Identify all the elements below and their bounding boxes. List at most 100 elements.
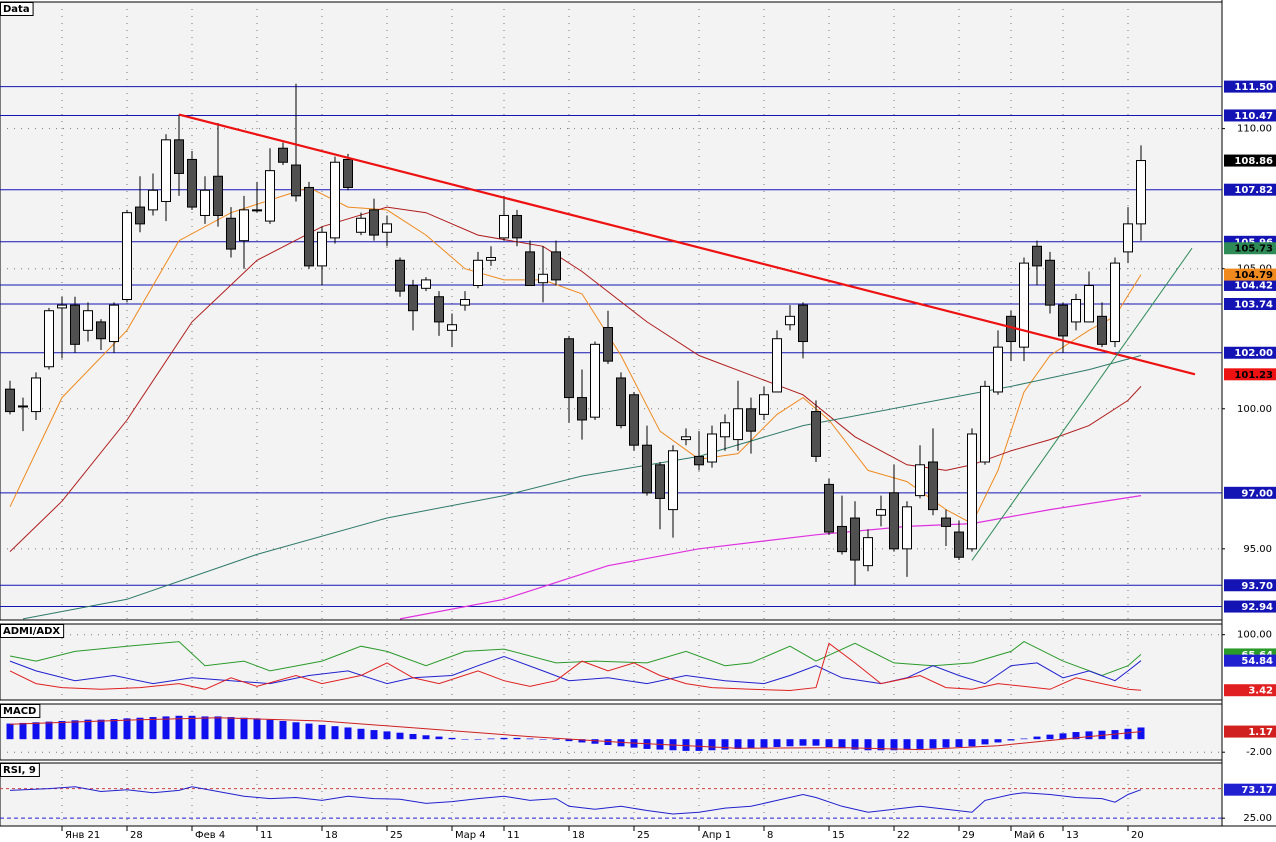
value-label: 104.42 [1234, 280, 1273, 291]
bar [71, 720, 79, 740]
bar [877, 739, 885, 751]
bar [942, 739, 950, 748]
x-tick-label: 20 [1131, 830, 1144, 841]
candle-body [837, 525, 847, 553]
bar [84, 719, 92, 740]
candle-body [1136, 160, 1146, 225]
candle-body [928, 461, 938, 511]
candle-body [57, 304, 67, 309]
candle-body [668, 450, 678, 511]
candle-body [1058, 304, 1068, 337]
y-tick-label: 100.00 [1237, 630, 1272, 641]
y-tick-label: -2.00 [1246, 747, 1272, 758]
bar [162, 716, 170, 740]
candle-body [798, 304, 808, 343]
value-label-box [1224, 242, 1276, 255]
value-label-box [1224, 109, 1276, 122]
panel-title-box [0, 763, 40, 777]
value-label: 107.82 [1234, 185, 1273, 196]
x-tick-label: 13 [1066, 830, 1079, 841]
candle-body [889, 492, 899, 550]
bar [1059, 733, 1067, 740]
bar [448, 737, 456, 740]
value-label-box [1224, 154, 1276, 167]
x-tick-label: 8 [767, 830, 773, 841]
x-tick-label: 22 [897, 830, 910, 841]
candle-body [811, 411, 821, 457]
candle-body [83, 310, 93, 331]
candle-body [226, 217, 236, 250]
value-label: 54.84 [1241, 656, 1273, 667]
candle-body [1045, 259, 1055, 306]
line [9, 717, 1142, 751]
bar [1033, 736, 1041, 740]
candle-body [18, 405, 28, 408]
candle-body [941, 517, 951, 527]
panel-title: RSI, 9 [3, 765, 36, 776]
bar [19, 722, 27, 740]
value-label: 110.47 [1234, 111, 1273, 122]
bar [695, 739, 703, 751]
panel-title: MACD [3, 706, 36, 717]
candle-body [564, 338, 574, 399]
candle-body [694, 455, 704, 466]
candle-body [369, 209, 379, 236]
candle-body [148, 189, 158, 211]
value-label-box [1224, 80, 1276, 93]
value-label: 104.79 [1234, 270, 1273, 281]
bar [58, 720, 66, 740]
bar [981, 739, 989, 745]
x-tick-label: 25 [637, 830, 650, 841]
panel-title: Data [3, 4, 30, 15]
candle-body [291, 164, 301, 197]
candle-body [785, 315, 795, 326]
candle-body [655, 464, 665, 499]
candle-body [551, 251, 561, 281]
bar [201, 716, 209, 740]
candle-body [96, 321, 106, 340]
candle-body [473, 259, 483, 287]
value-label-box [1224, 346, 1276, 359]
candle-body [525, 251, 535, 287]
candle-body [902, 506, 912, 550]
candle-body [5, 388, 15, 413]
candle-body [1032, 245, 1042, 267]
bar [747, 739, 755, 749]
candle-body [1097, 315, 1107, 345]
candle-body [486, 256, 496, 261]
line [9, 786, 1142, 815]
candle-body [707, 433, 717, 463]
candle-body [512, 214, 522, 239]
value-label: 103.74 [1234, 299, 1273, 310]
bar [110, 719, 118, 740]
panel-title: ADMI/ADX [3, 626, 60, 637]
value-label: 111.50 [1234, 82, 1273, 93]
value-label-box [1224, 600, 1276, 613]
candle-body [876, 509, 886, 516]
bar [1046, 734, 1054, 740]
bar [292, 722, 300, 740]
candle-body [642, 444, 652, 494]
candle-body [330, 161, 340, 239]
bar [266, 719, 274, 740]
panel-background [0, 1, 1223, 621]
value-label: 102.00 [1234, 348, 1273, 359]
bar [357, 728, 365, 740]
candle-body [746, 408, 756, 432]
value-label-box [1224, 297, 1276, 310]
candle-body [239, 209, 249, 242]
candle-body [44, 310, 54, 368]
x-tick-label: 15 [832, 830, 845, 841]
x-tick-label: 18 [572, 830, 585, 841]
panel-background [0, 762, 1223, 827]
bar [773, 739, 781, 747]
line [971, 247, 1193, 561]
bar [435, 736, 443, 740]
candle-body [213, 175, 223, 216]
x-tick-label: 11 [507, 830, 520, 841]
y-tick-label: 100.00 [1237, 404, 1272, 415]
candle-body [109, 304, 119, 343]
candle-body [70, 304, 80, 345]
